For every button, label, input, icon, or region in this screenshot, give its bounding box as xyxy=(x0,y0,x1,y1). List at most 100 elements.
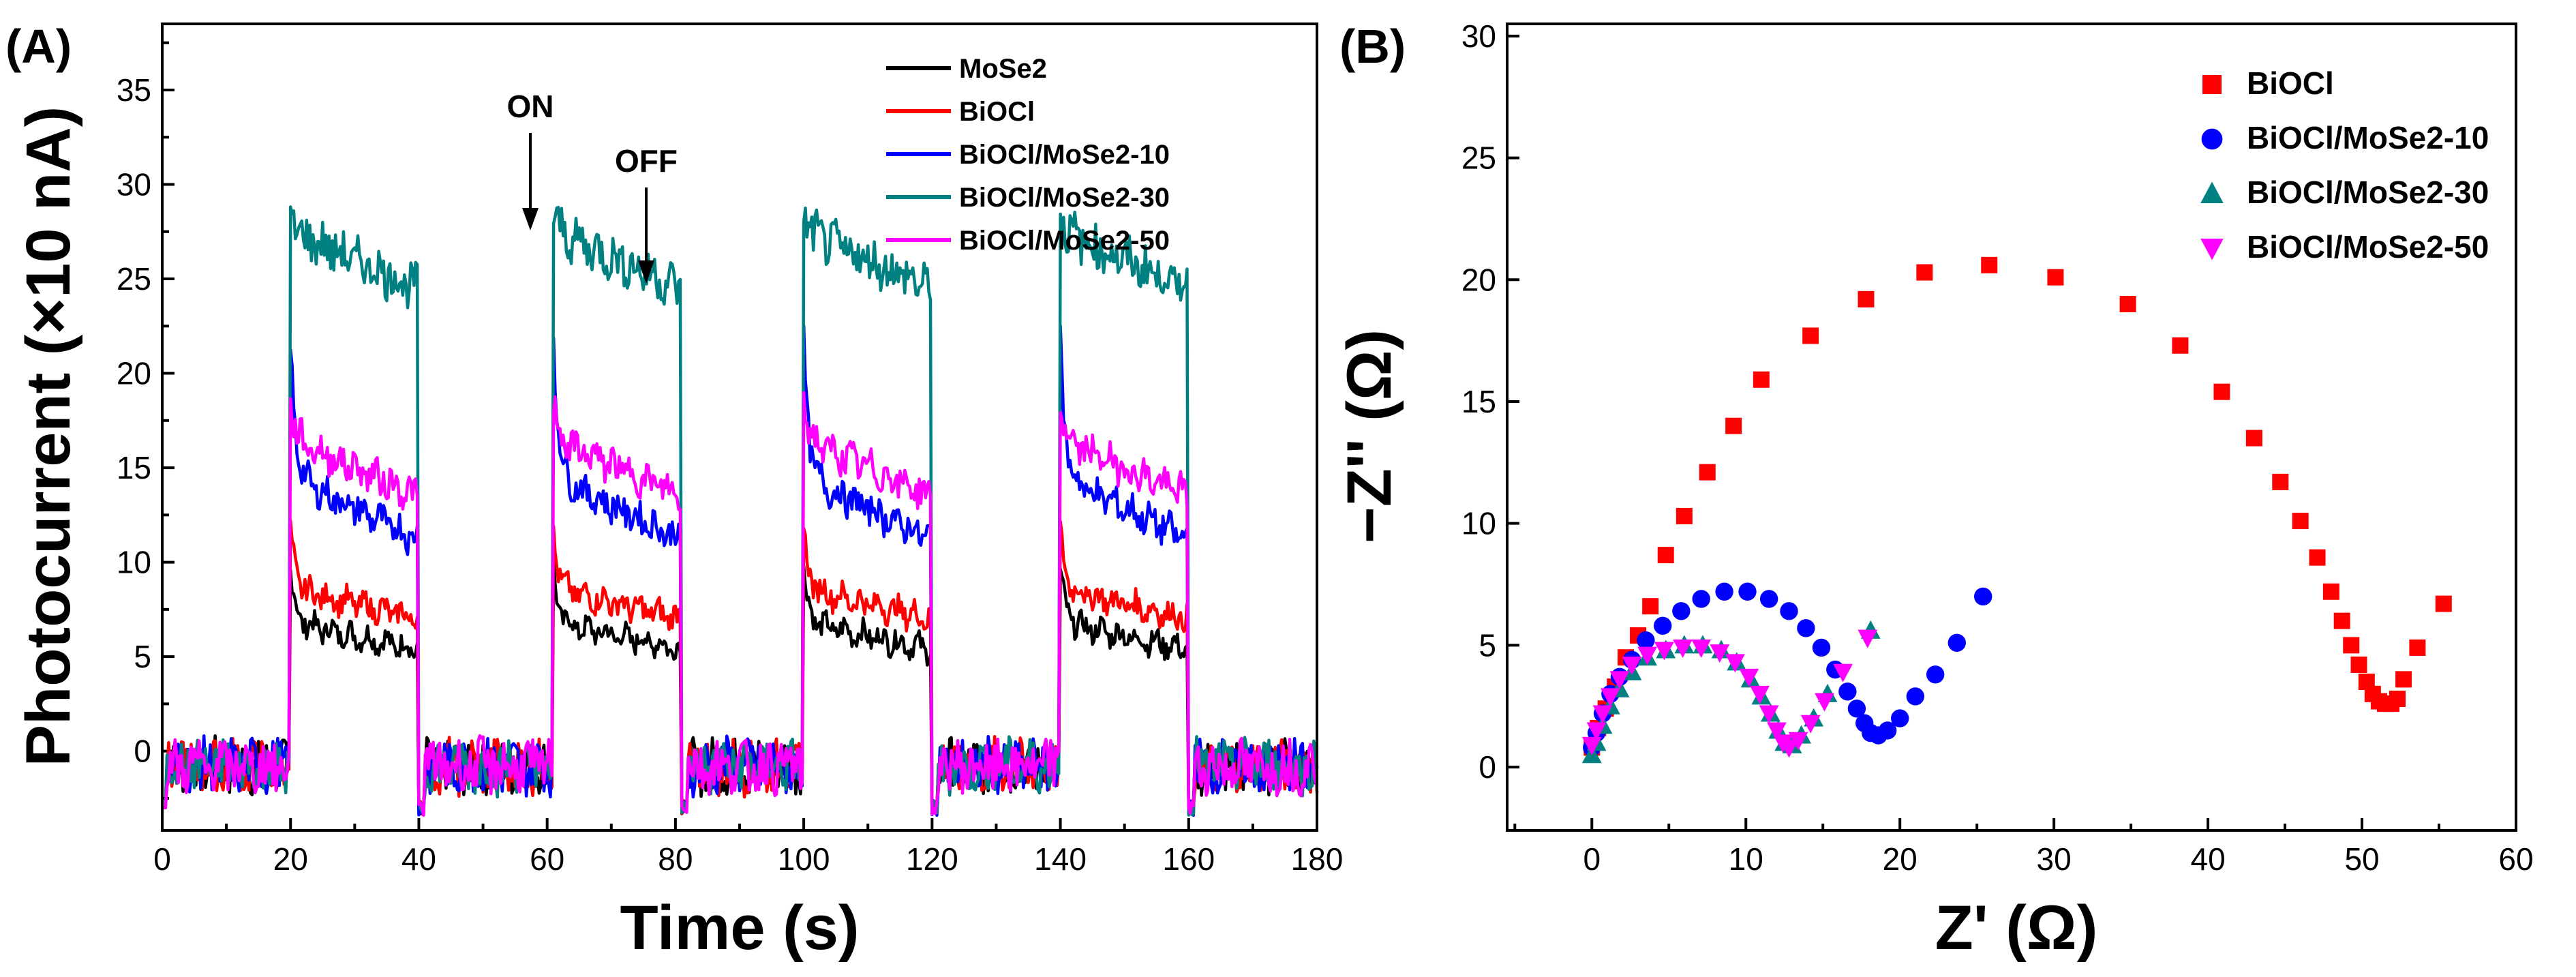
data-point xyxy=(2333,612,2350,629)
data-point xyxy=(2119,296,2136,313)
legend-a-label-mose2: MoSe2 xyxy=(959,54,1047,84)
data-point xyxy=(2395,671,2412,688)
on-arrow-head xyxy=(522,208,539,230)
data-point xyxy=(1815,693,1834,712)
panel-a: (A) 0 20 40 60 80 100 120 140 160 180 0 5 10 15 20 25 30… xyxy=(5,20,1343,963)
data-point xyxy=(1833,663,1853,682)
panel-b-ticks: 0 10 20 30 40 50 60 0 5 10 15 20 25 30 xyxy=(1461,18,2534,877)
data-point xyxy=(1973,587,1992,606)
data-point xyxy=(2213,383,2230,400)
x-tick-label: 140 xyxy=(1034,841,1087,877)
data-point xyxy=(1715,582,1733,601)
data-point xyxy=(1586,722,1607,741)
data-point xyxy=(1812,638,1831,657)
x-tick-label: 100 xyxy=(778,841,830,877)
data-point xyxy=(1750,685,1770,704)
y-tick-label: 10 xyxy=(1461,506,1496,541)
y-tick-label: 0 xyxy=(1479,749,1496,785)
data-point xyxy=(1609,671,1630,690)
on-annotation: ON xyxy=(507,89,554,124)
data-point xyxy=(1738,582,1757,601)
data-point xyxy=(2047,269,2064,286)
data-point xyxy=(1906,687,1924,706)
panel-b: (B) 0 10 20 30 40 50 60 0 5 10 15 20 25 30 Z' (Ω) −Z'… xyxy=(1335,18,2534,963)
legend-a-label-biocl-mose2-30: BiOCl/MoSe2-30 xyxy=(959,183,1170,213)
data-point xyxy=(2309,549,2326,566)
legend-b-marker xyxy=(2201,128,2223,150)
panel-a-ticks: 0 20 40 60 80 100 120 140 160 180 0 5 10 15 20 25 30 35 xyxy=(117,41,1343,877)
data-point xyxy=(2245,430,2262,447)
panel-b-legend: BiOCl BiOCl/MoSe2-10 BiOCl/MoSe2-30 BiOC… xyxy=(2200,65,2489,265)
data-point xyxy=(2272,473,2289,490)
y-tick-label: 20 xyxy=(117,356,151,391)
data-point xyxy=(1878,721,1897,740)
data-point xyxy=(1672,602,1691,620)
x-tick-label: 80 xyxy=(658,841,693,877)
data-point xyxy=(1622,656,1642,675)
panel-b-x-axis-title: Z' (Ω) xyxy=(1935,893,2098,963)
panel-b-series xyxy=(1581,256,2452,764)
data-point xyxy=(1948,633,1966,652)
x-tick-label: 60 xyxy=(2498,841,2533,877)
data-point xyxy=(1759,590,1778,608)
data-point xyxy=(1654,616,1672,635)
data-point xyxy=(1654,642,1674,661)
data-point xyxy=(1725,654,1745,673)
data-point xyxy=(1780,602,1798,620)
y-tick-label: 15 xyxy=(1461,384,1496,419)
x-tick-label: 60 xyxy=(530,841,564,877)
legend-a-label-biocl-mose2-10: BiOCl/MoSe2-10 xyxy=(959,140,1170,170)
series-biocl xyxy=(1584,256,2452,756)
panel-b-y-axis-title: −Z'' (Ω) xyxy=(1335,329,1404,543)
series-biocl-mose2-50 xyxy=(1581,629,1878,758)
legend-b-marker xyxy=(2200,181,2224,203)
data-point xyxy=(1858,290,1875,307)
y-tick-label: 20 xyxy=(1461,262,1496,297)
data-point xyxy=(1797,619,1815,637)
data-point xyxy=(1858,629,1878,648)
data-point xyxy=(1725,417,1742,434)
data-point xyxy=(1802,327,1819,344)
data-point xyxy=(1710,644,1730,663)
legend-b-marker xyxy=(2200,239,2224,260)
x-tick-label: 40 xyxy=(2191,841,2226,877)
panel-a-series xyxy=(162,205,1319,817)
y-tick-label: 30 xyxy=(117,166,151,202)
data-point xyxy=(2350,656,2367,673)
legend-b-marker xyxy=(2202,75,2222,94)
x-tick-label: 120 xyxy=(906,841,958,877)
data-point xyxy=(2389,691,2406,708)
data-point xyxy=(1676,507,1693,524)
x-tick-label: 50 xyxy=(2344,841,2379,877)
data-point xyxy=(1767,722,1787,741)
data-point xyxy=(1600,688,1620,707)
data-point xyxy=(1691,639,1712,658)
legend-a-label-biocl: BiOCl xyxy=(959,97,1035,127)
data-point xyxy=(1890,709,1909,727)
series-line-biocl-mose2-10 xyxy=(162,324,1319,817)
off-annotation: OFF xyxy=(615,143,678,179)
legend-b-label-biocl-mose2-10: BiOCl/MoSe2-10 xyxy=(2247,120,2489,155)
panel-a-legend: MoSe2 BiOCl BiOCl/MoSe2-10 BiOCl/MoSe2-3… xyxy=(886,54,1170,256)
y-tick-label: 15 xyxy=(117,450,151,485)
data-point xyxy=(1779,739,1799,758)
data-point xyxy=(1916,264,1933,281)
data-point xyxy=(1838,682,1857,701)
panel-b-plot-frame xyxy=(1506,22,2517,832)
y-tick-label: 5 xyxy=(1479,627,1496,663)
y-tick-label: 30 xyxy=(1461,18,1496,54)
x-tick-label: 20 xyxy=(1883,841,1918,877)
data-point xyxy=(1788,732,1808,751)
data-point xyxy=(1673,639,1693,658)
data-point xyxy=(2409,639,2426,656)
legend-b-label-biocl: BiOCl xyxy=(2247,65,2334,101)
x-tick-label: 20 xyxy=(273,841,308,877)
panel-b-label: (B) xyxy=(1339,20,1406,73)
data-point xyxy=(2322,583,2339,600)
y-tick-label: 0 xyxy=(134,734,151,769)
panel-a-plot-frame xyxy=(161,22,1318,832)
series-biocl-mose2-30 xyxy=(1581,620,1881,764)
panel-a-x-axis-title: Time (s) xyxy=(620,893,859,963)
x-tick-label: 0 xyxy=(1583,841,1601,877)
data-point xyxy=(1642,598,1659,615)
